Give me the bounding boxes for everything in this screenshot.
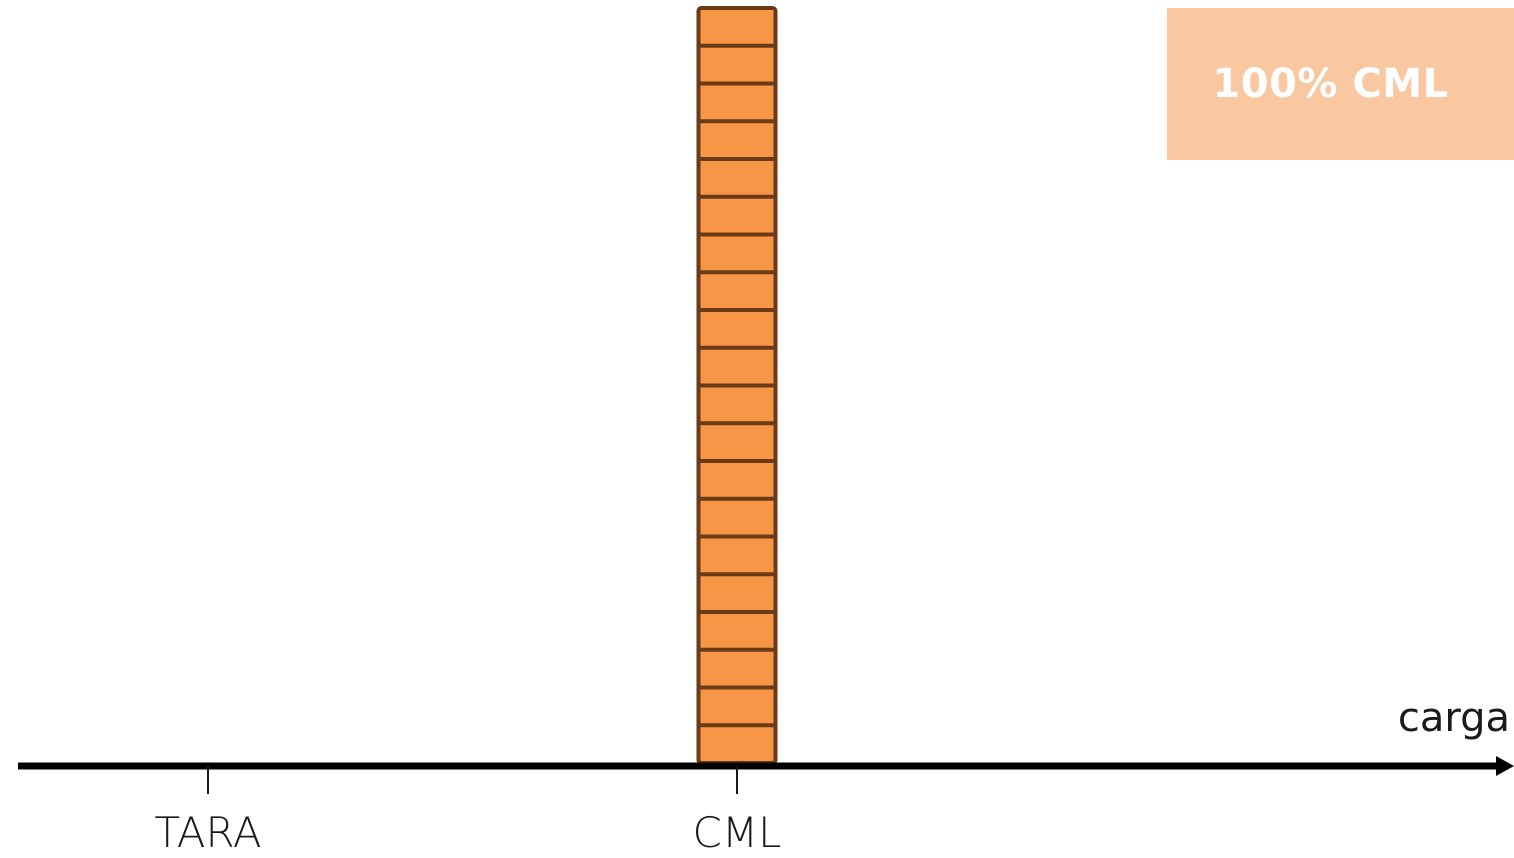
stack-block xyxy=(700,349,774,384)
stack-block xyxy=(700,387,774,422)
stack-block xyxy=(700,10,774,44)
stack-block xyxy=(700,576,774,610)
stack-block xyxy=(700,123,774,157)
stack-block xyxy=(700,500,774,535)
stack-block xyxy=(700,614,774,648)
stack-block xyxy=(700,538,774,573)
stack-block xyxy=(700,463,774,497)
stack-block xyxy=(700,727,774,761)
axis-arrow-icon xyxy=(1496,756,1514,776)
stack-block xyxy=(700,274,774,308)
tick-label-tara: TARA xyxy=(154,808,262,857)
load-stack xyxy=(696,6,778,765)
tick-label-cml: CML xyxy=(692,808,782,857)
stack-block xyxy=(700,161,774,195)
axis-label-carga: carga xyxy=(1397,695,1510,741)
stack-block xyxy=(700,425,774,459)
stack-block xyxy=(700,47,774,82)
stack-block xyxy=(700,85,774,120)
percentage-badge: 100% CML xyxy=(1167,8,1514,160)
stack-block xyxy=(700,198,774,233)
percentage-badge-label: 100% CML xyxy=(1212,61,1449,107)
stack-block xyxy=(700,312,774,346)
stack-block xyxy=(700,651,774,686)
stack-block xyxy=(700,236,774,271)
stack-block xyxy=(700,689,774,724)
